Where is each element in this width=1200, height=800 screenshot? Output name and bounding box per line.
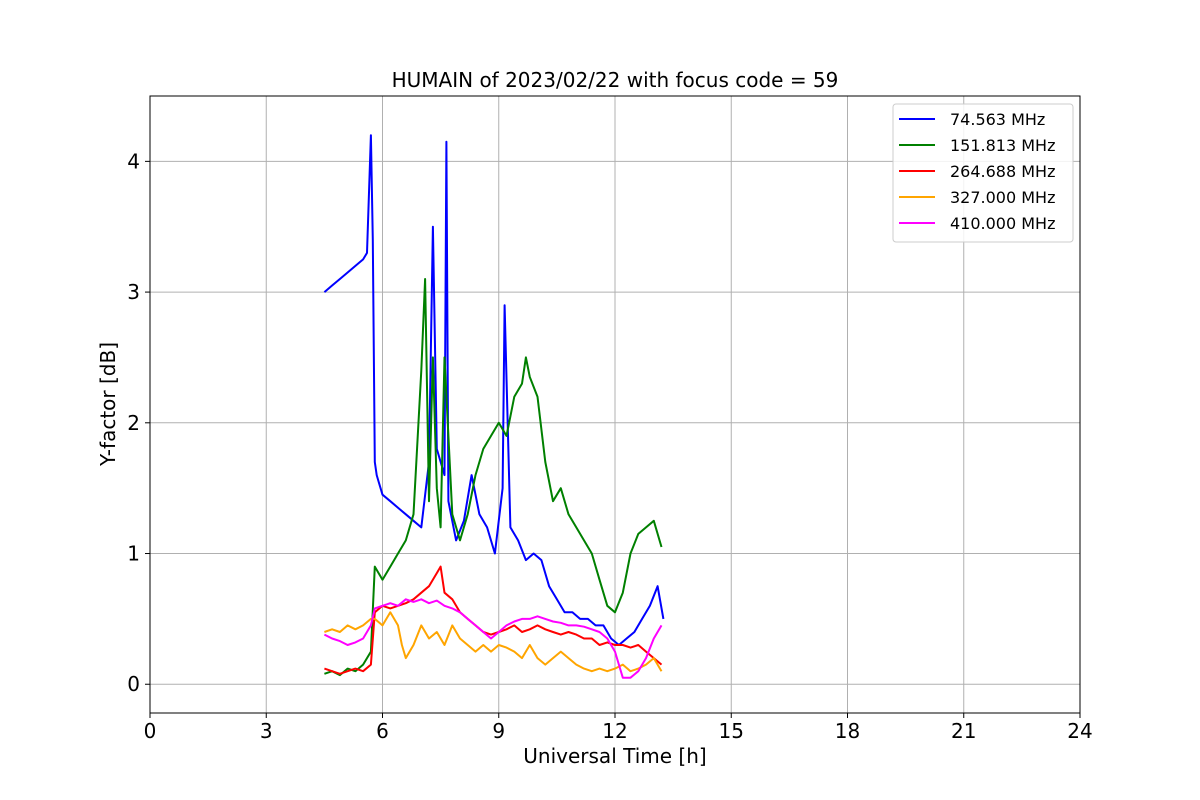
x-tick-label: 9 [492, 719, 505, 743]
x-tick-label: 18 [835, 719, 860, 743]
legend-label: 264.688 MHz [950, 162, 1055, 181]
legend-label: 327.000 MHz [950, 188, 1055, 207]
x-axis-label: Universal Time [h] [523, 744, 706, 768]
legend-box [892, 103, 1074, 243]
y-axis-label: Y-factor [dB] [96, 342, 120, 467]
x-tick-label: 21 [951, 719, 976, 743]
legend-label: 410.000 MHz [950, 214, 1055, 233]
x-tick-label: 12 [602, 719, 627, 743]
series-line-151-813-mhz [324, 278, 663, 677]
y-tick-label: 0 [127, 672, 140, 696]
x-tick-label: 24 [1067, 719, 1092, 743]
legend-label: 74.563 MHz [950, 110, 1045, 129]
series-line-410-000-mhz [323, 598, 663, 679]
y-tick-label: 4 [127, 149, 140, 173]
series-line-327-000-mhz [324, 611, 663, 673]
y-tick-label: 1 [127, 542, 140, 566]
x-tick-label: 0 [144, 719, 157, 743]
y-tick-label: 3 [127, 280, 140, 304]
legend: 74.563 MHz 151.813 MHz 264.688 MHz 327.000 … [892, 103, 1074, 243]
series-line-264-688-mhz [324, 565, 663, 675]
x-tick-label: 3 [260, 719, 273, 743]
x-tick-label: 15 [719, 719, 744, 743]
x-tick-label: 6 [376, 719, 389, 743]
chart-title: HUMAIN of 2023/02/22 with focus code = 5… [392, 68, 839, 92]
series-layer [323, 134, 665, 679]
legend-label: 151.813 MHz [950, 136, 1055, 155]
y-tick-label: 2 [127, 411, 140, 435]
series-line-74-563-mhz [323, 134, 665, 646]
